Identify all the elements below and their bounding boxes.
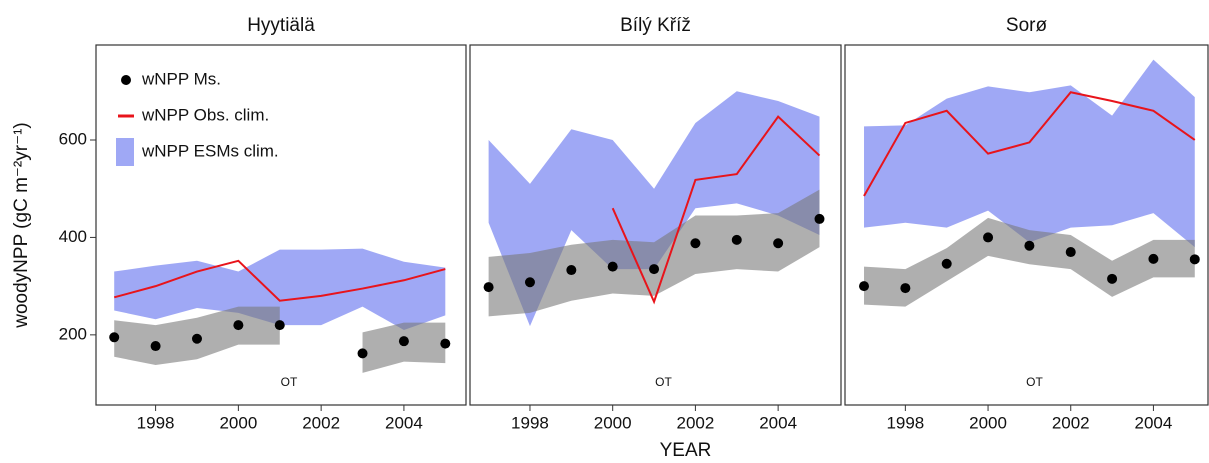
x-tick-label: 2004 bbox=[759, 413, 797, 432]
panel-frame bbox=[95, 44, 467, 406]
legend-label: wNPP ESMs clim. bbox=[141, 141, 279, 160]
series-line bbox=[863, 91, 1196, 197]
data-point bbox=[150, 341, 161, 352]
data-point bbox=[109, 332, 120, 343]
x-tick-label: 2002 bbox=[676, 413, 714, 432]
legend-label: wNPP Obs. clim. bbox=[141, 105, 269, 124]
panel-title: Hyytiälä bbox=[247, 15, 315, 36]
data-point bbox=[859, 281, 870, 292]
data-point bbox=[191, 333, 202, 344]
data-point bbox=[440, 338, 451, 349]
data-point bbox=[773, 238, 784, 249]
data-point bbox=[1189, 254, 1200, 265]
data-point bbox=[233, 320, 244, 331]
legend-label: wNPP Ms. bbox=[141, 69, 221, 88]
panel-frame bbox=[844, 44, 1209, 406]
panel-title: Bílý Kříž bbox=[620, 15, 691, 36]
data-point bbox=[900, 283, 911, 294]
y-tick-label: 200 bbox=[59, 324, 87, 343]
x-tick-label: 2002 bbox=[302, 413, 340, 432]
data-point bbox=[1024, 240, 1035, 251]
legend-symbol bbox=[116, 138, 134, 166]
annotation: OT bbox=[655, 375, 672, 389]
range-band bbox=[362, 322, 446, 373]
panel-frame bbox=[469, 44, 842, 406]
data-point bbox=[566, 265, 577, 276]
range-band bbox=[488, 189, 820, 317]
x-tick-label: 2000 bbox=[594, 413, 632, 432]
data-point bbox=[398, 336, 409, 347]
data-point bbox=[1065, 247, 1076, 258]
legend-symbol bbox=[121, 75, 131, 85]
data-point bbox=[274, 320, 285, 331]
data-point bbox=[524, 277, 535, 288]
data-point bbox=[690, 238, 701, 249]
range-band bbox=[114, 248, 446, 330]
x-tick-label: 1998 bbox=[511, 413, 549, 432]
series-line bbox=[611, 115, 821, 305]
data-point bbox=[1107, 273, 1118, 284]
x-tick-label: 2000 bbox=[219, 413, 257, 432]
x-axis-label: YEAR bbox=[660, 440, 712, 461]
range-band bbox=[488, 91, 820, 327]
data-point bbox=[983, 232, 994, 243]
y-tick-label: 600 bbox=[59, 129, 87, 148]
data-point bbox=[607, 261, 618, 272]
x-tick-label: 1998 bbox=[886, 413, 924, 432]
data-point bbox=[814, 213, 825, 224]
annotation: OT bbox=[281, 375, 298, 389]
data-point bbox=[649, 264, 660, 275]
x-tick-label: 2004 bbox=[385, 413, 423, 432]
range-band bbox=[864, 217, 1195, 307]
data-point bbox=[483, 282, 494, 293]
annotation: OT bbox=[1026, 375, 1043, 389]
series-line bbox=[113, 259, 446, 302]
x-tick-label: 1998 bbox=[137, 413, 175, 432]
x-tick-label: 2000 bbox=[969, 413, 1007, 432]
y-tick-label: 400 bbox=[59, 227, 87, 246]
x-tick-label: 2004 bbox=[1135, 413, 1173, 432]
data-point bbox=[357, 348, 368, 359]
data-point bbox=[1148, 253, 1159, 264]
data-point bbox=[731, 234, 742, 245]
y-axis-label: woodyNPP (gC m⁻²yr⁻¹) bbox=[11, 122, 32, 329]
data-point bbox=[941, 258, 952, 269]
panel-title: Sorø bbox=[1006, 15, 1048, 36]
x-tick-label: 2002 bbox=[1052, 413, 1090, 432]
range-band bbox=[864, 59, 1195, 248]
